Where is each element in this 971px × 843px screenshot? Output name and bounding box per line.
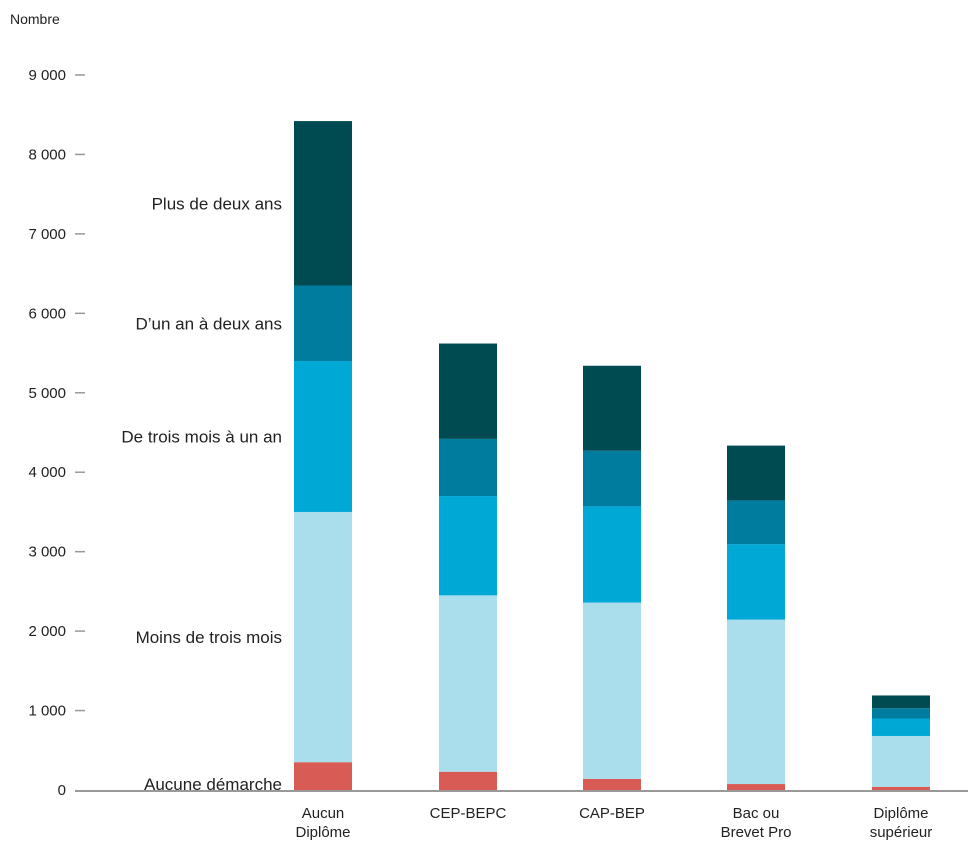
x-category-label: Aucun — [302, 805, 345, 822]
bar-segment — [872, 708, 930, 719]
bar-segment — [872, 718, 930, 736]
bar-segment — [727, 445, 785, 501]
bar-segment — [872, 735, 930, 787]
bar-segment — [583, 778, 641, 790]
bar-segment — [294, 121, 352, 286]
y-tick-label: 6 000 — [28, 305, 66, 322]
bar-segment — [294, 361, 352, 512]
x-axis-labels: Aucun Diplôme CEP-BEPC CAP-BEP Bac ou Brevet … — [295, 805, 932, 841]
y-unit-label: Nombre — [10, 11, 60, 27]
bar-segment — [872, 786, 930, 790]
bar-segment — [439, 438, 497, 497]
bar-segment — [583, 506, 641, 603]
bar-segment — [727, 619, 785, 785]
y-axis: 0 1 000 2 000 3 000 4 000 5 000 6 000 7 000 8 00… — [28, 67, 85, 799]
series-label: Moins de trois mois — [136, 628, 282, 647]
y-tick-label: 3 000 — [28, 544, 66, 561]
y-tick-label: 2 000 — [28, 623, 66, 640]
bar-segment — [439, 343, 497, 439]
bar-segment — [727, 500, 785, 545]
bar-segment — [439, 771, 497, 790]
bar-segment — [294, 762, 352, 790]
x-category-label: Diplôme — [873, 805, 928, 822]
bar-segment — [439, 496, 497, 596]
bar-segment — [294, 511, 352, 763]
x-category-label: Diplôme — [295, 824, 350, 841]
bar-segment — [439, 595, 497, 772]
x-category-label: Brevet Pro — [721, 824, 792, 841]
y-tick-label: 0 — [58, 782, 66, 799]
series-label: D’un an à deux ans — [136, 314, 283, 333]
x-category-label: CEP-BEPC — [430, 805, 507, 822]
x-category-label: Bac ou — [733, 805, 780, 822]
bar-segment — [583, 602, 641, 779]
bar-segment — [872, 695, 930, 709]
bar-segment — [583, 365, 641, 451]
x-category-label: supérieur — [870, 824, 933, 841]
y-tick-label: 8 000 — [28, 146, 66, 163]
series-labels: Aucune démarche Moins de trois mois De tro… — [121, 194, 282, 794]
x-category-label: CAP-BEP — [579, 805, 645, 822]
bar-segment — [727, 544, 785, 620]
y-tick-label: 4 000 — [28, 464, 66, 481]
bar-segment — [294, 285, 352, 361]
series-label: De trois mois à un an — [121, 427, 282, 446]
series-label: Plus de deux ans — [152, 194, 282, 213]
series-label: Aucune démarche — [144, 775, 282, 794]
y-tick-label: 7 000 — [28, 226, 66, 243]
bars — [294, 121, 930, 790]
y-tick-label: 9 000 — [28, 67, 66, 84]
y-tick-label: 5 000 — [28, 385, 66, 402]
bar-segment — [727, 784, 785, 790]
bar-segment — [583, 450, 641, 507]
y-tick-label: 1 000 — [28, 703, 66, 720]
